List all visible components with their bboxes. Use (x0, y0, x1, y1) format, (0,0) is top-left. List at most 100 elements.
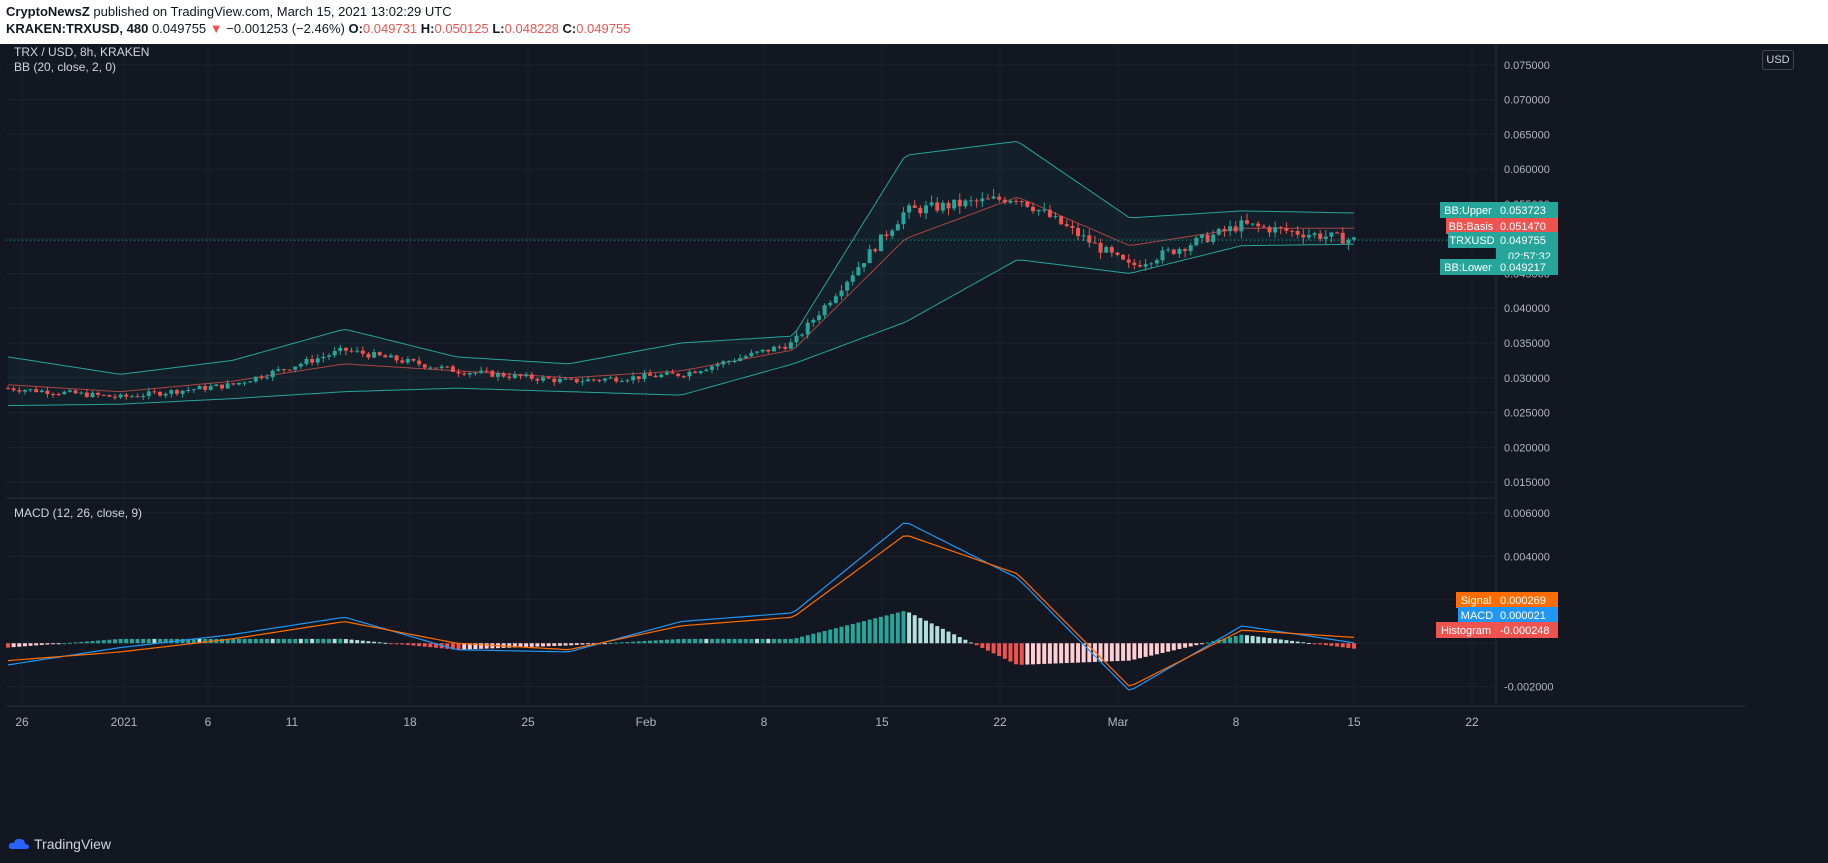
candle-body (681, 376, 686, 378)
histogram-bar (552, 643, 557, 646)
histogram-bar (366, 641, 371, 644)
candle-body (1188, 245, 1193, 251)
macd-tag-name-bg (1458, 607, 1496, 623)
macd-indicator-label[interactable]: MACD (12, 26, close, 9) (14, 506, 142, 520)
histogram-bar (197, 638, 202, 644)
histogram-bar (203, 638, 208, 644)
histogram-bar (923, 620, 928, 644)
candle-body (1352, 237, 1356, 240)
histogram-bar (1014, 643, 1019, 665)
histogram-bar (17, 643, 22, 647)
histogram-bar (1295, 641, 1300, 644)
histogram-bar (760, 638, 765, 644)
candle-body (383, 355, 388, 358)
candle-body (411, 359, 416, 361)
histogram-bar (450, 643, 455, 650)
histogram-bar (1205, 642, 1210, 644)
candle-body (17, 390, 22, 392)
publisher-name[interactable]: CryptoNewsZ (6, 4, 90, 19)
histogram-bar (445, 643, 450, 649)
histogram-bar (1261, 637, 1266, 644)
histogram-tag-value-bg (1496, 622, 1558, 638)
candle-body (867, 249, 872, 264)
candle-body (952, 199, 957, 209)
candle-body (631, 376, 636, 381)
price-tick-label: 0.035000 (1504, 338, 1550, 350)
histogram-bar (186, 638, 191, 644)
candle-body (1126, 259, 1131, 263)
histogram-bar (591, 643, 596, 645)
price-labels: BB:Upper 0.053723 BB:Basis 0.051470 TRXUSD 0.… (1436, 202, 1558, 638)
histogram-bar (1160, 643, 1165, 653)
candle-body (828, 302, 833, 306)
histogram-bar (473, 643, 478, 650)
histogram-bar (777, 638, 782, 644)
histogram-bar (1318, 643, 1323, 645)
candle-body (1301, 234, 1306, 238)
histogram-bar (1115, 643, 1120, 662)
candle-body (1211, 234, 1216, 243)
histogram-bar (327, 638, 332, 644)
histogram-bar (1346, 643, 1351, 648)
candle-body (1216, 228, 1221, 235)
histogram-bar (524, 643, 529, 648)
candle-body (6, 388, 10, 390)
bb-indicator-label[interactable]: BB (20, close, 2, 0) (14, 60, 116, 74)
histogram-bar (794, 638, 799, 644)
histogram-bar (856, 622, 861, 644)
histogram-bar (220, 638, 225, 644)
candle-body (670, 372, 675, 374)
histogram-bar (1019, 643, 1024, 665)
histogram-bar (6, 643, 10, 648)
candle-body (738, 358, 743, 362)
time-tick-label: 6 (205, 715, 212, 729)
candle-body (1104, 247, 1109, 253)
currency-button[interactable]: USD (1762, 50, 1794, 70)
low-label: L: (492, 21, 505, 36)
histogram-bar (974, 643, 979, 646)
candle-body (878, 234, 883, 252)
signal-tag-value-bg (1496, 592, 1558, 608)
candle-body (732, 361, 737, 363)
histogram-bar (1036, 643, 1041, 665)
time-tick-label: 2021 (111, 715, 138, 729)
candle-body (850, 275, 855, 282)
candle-body (1250, 223, 1255, 225)
candle-body (816, 315, 821, 320)
histogram-bar (850, 623, 855, 644)
histogram-bar (907, 612, 912, 644)
histogram-bar (715, 638, 720, 644)
tradingview-logo[interactable]: TradingView (8, 836, 111, 852)
candle-body (1239, 220, 1244, 232)
histogram-bar (462, 643, 467, 650)
candle-body (524, 374, 529, 377)
candle-body (715, 364, 720, 367)
candle-body (1087, 235, 1092, 243)
time-tick-label: 15 (875, 715, 889, 729)
candle-body (1205, 234, 1210, 243)
candle-body (1183, 249, 1188, 251)
histogram-bar (236, 638, 241, 644)
macd-tag: MACD 0.000021 (1458, 607, 1558, 623)
chart-canvas[interactable]: 0.0750000.0700000.0650000.0600000.055000… (6, 44, 1746, 824)
histogram-bar (158, 638, 163, 644)
histogram-bar (935, 626, 940, 644)
histogram-bar (569, 643, 574, 646)
histogram-bar (39, 643, 44, 645)
histogram-bar (1143, 643, 1148, 657)
candle-body (985, 198, 990, 200)
histogram-bar (1284, 640, 1289, 644)
candle-body (991, 196, 996, 199)
candle-body (541, 377, 546, 381)
candle-body (422, 364, 427, 368)
candle-body (62, 391, 67, 395)
candle-body (101, 394, 106, 396)
chart-frame[interactable]: 0.0750000.0700000.0650000.0600000.055000… (6, 44, 1746, 824)
candle-body (372, 352, 377, 358)
histogram-bar (253, 638, 258, 644)
candle-body (400, 360, 405, 363)
histogram-bar (1239, 634, 1244, 644)
histogram-bar (867, 619, 872, 644)
candle-body (1025, 201, 1030, 207)
histogram-bar (349, 639, 354, 644)
